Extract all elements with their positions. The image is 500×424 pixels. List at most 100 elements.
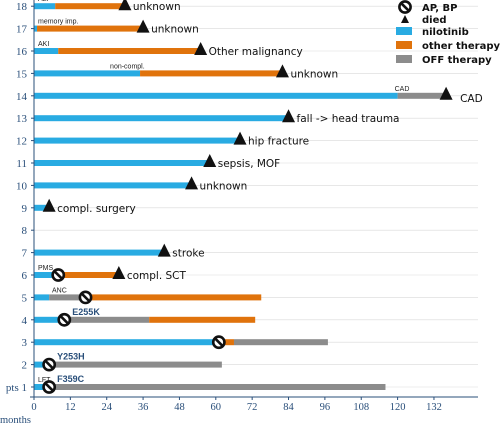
cause-label: compl. SCT <box>127 270 187 282</box>
cause-label: fall -> head trauma <box>297 113 400 125</box>
x-tick-label: 60 <box>211 402 222 413</box>
bar-small-label: PMS <box>38 265 54 272</box>
cause-label: unknown <box>151 24 199 36</box>
ap-bp-marker <box>211 335 226 350</box>
bar-nilotinib <box>34 316 68 323</box>
legend-other-swatch <box>396 41 412 49</box>
cause-label: compl. surgery <box>57 203 136 215</box>
legend-label: OFF therapy <box>422 55 492 66</box>
ap-bp-slash <box>44 360 54 370</box>
x-tick-label: 12 <box>65 402 76 413</box>
ap-bp-slash <box>59 315 69 325</box>
event-markers <box>42 0 453 394</box>
y-tick-label: 4 <box>22 315 28 327</box>
x-tick-label: 72 <box>247 402 258 413</box>
axes: pts 1 2 3 4 5 6 7 8 9 10 11 12 13 14 15 16 17 18 0 12 24 36 48… <box>0 0 478 424</box>
ap-bp-slash <box>53 270 63 280</box>
died-marker <box>136 19 150 33</box>
cause-label: stroke <box>172 248 204 260</box>
y-tick-label: 10 <box>16 180 28 192</box>
x-tick-label: 84 <box>283 402 294 413</box>
x-tick-label: 36 <box>138 402 149 413</box>
died-marker <box>42 198 56 212</box>
legend-died-symbol <box>401 15 409 23</box>
died-marker <box>185 176 199 190</box>
legend-nilotinib-swatch <box>396 27 412 35</box>
y-tick-label: 12 <box>16 136 27 148</box>
y-tick-label: 6 <box>22 270 28 282</box>
cause-label: hip fracture <box>248 136 309 148</box>
bar-small-label: ANC <box>52 287 67 294</box>
y-tick-label: 9 <box>22 203 28 215</box>
died-marker <box>439 86 453 100</box>
died-marker <box>194 42 208 55</box>
legend-label: AP, BP <box>422 3 457 14</box>
died-marker <box>157 243 171 257</box>
bar-nilotinib <box>34 48 59 54</box>
bar-nilotinib <box>34 3 56 10</box>
bar-labels: LFT F359C Y253H E255K ANC PMS compl. SCT stroke… <box>38 0 483 384</box>
y-tick-label: 13 <box>16 113 28 125</box>
ap-bp-slash <box>400 2 410 12</box>
bar-small-label: non-compl. <box>110 63 145 70</box>
x-tick-label: 0 <box>31 402 36 413</box>
legend-label: nilotinib <box>422 27 469 38</box>
bar-nilotinib <box>34 160 210 166</box>
ap-bp-slash <box>80 292 91 302</box>
bar-off <box>55 361 222 368</box>
bar-other <box>55 3 125 10</box>
therapy-bars <box>34 3 447 390</box>
x-tick-label: 48 <box>174 402 185 413</box>
legend-label: died <box>422 15 447 26</box>
legend-ap-bp-symbol <box>398 0 412 14</box>
died-marker <box>203 154 217 167</box>
y-tick-label: 11 <box>16 158 27 170</box>
bar-off <box>55 384 386 390</box>
ap-bp-marker <box>51 268 66 282</box>
bar-off <box>233 339 328 346</box>
legend-label: other therapy <box>422 41 500 52</box>
y-tick-label: 16 <box>16 46 28 58</box>
y-tick-label: pts 1 <box>6 382 27 394</box>
ap-bp-marker <box>42 380 57 394</box>
bar-nilotinib <box>34 182 192 189</box>
bar-other <box>37 25 144 32</box>
x-tick-label: 24 <box>101 402 112 413</box>
died-marker <box>118 0 132 11</box>
bar-other <box>140 70 283 77</box>
cause-label: Other malignancy <box>209 46 303 58</box>
ap-bp-slash <box>214 337 224 347</box>
y-tick-label: 5 <box>22 292 28 304</box>
mutation-label: Y253H <box>57 352 85 362</box>
cause-label: sepsis, MOF <box>218 158 280 170</box>
ap-bp-slash <box>44 382 54 392</box>
bar-off <box>397 92 447 99</box>
bar-other <box>85 294 262 301</box>
died-marker <box>275 64 289 78</box>
ap-bp-marker <box>57 312 72 327</box>
bar-small-label: CAD <box>395 86 410 93</box>
bar-nilotinib <box>34 339 225 346</box>
bar-nilotinib <box>34 70 141 77</box>
died-marker <box>233 131 247 145</box>
mutation-label: F359C <box>57 374 85 384</box>
x-tick-label: 108 <box>353 402 369 413</box>
y-tick-label: 7 <box>22 248 28 260</box>
y-tick-label: 14 <box>16 91 28 103</box>
gridlines <box>34 5 478 388</box>
y-tick-label: 17 <box>16 24 28 36</box>
bar-nilotinib <box>34 294 50 301</box>
x-axis-label: months <box>0 415 31 424</box>
mutation-label: E255K <box>72 307 100 317</box>
bar-nilotinib <box>34 272 56 278</box>
cause-label: unknown <box>133 1 181 13</box>
bar-off <box>67 316 150 323</box>
cause-label: unknown <box>290 68 338 80</box>
died-marker <box>112 266 126 279</box>
bar-other <box>149 316 256 323</box>
y-tick-label: 2 <box>22 360 28 372</box>
ap-bp-marker <box>42 357 57 372</box>
cause-label: CAD <box>460 93 483 105</box>
